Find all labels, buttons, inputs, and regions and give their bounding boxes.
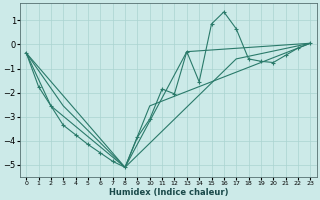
X-axis label: Humidex (Indice chaleur): Humidex (Indice chaleur) xyxy=(108,188,228,197)
